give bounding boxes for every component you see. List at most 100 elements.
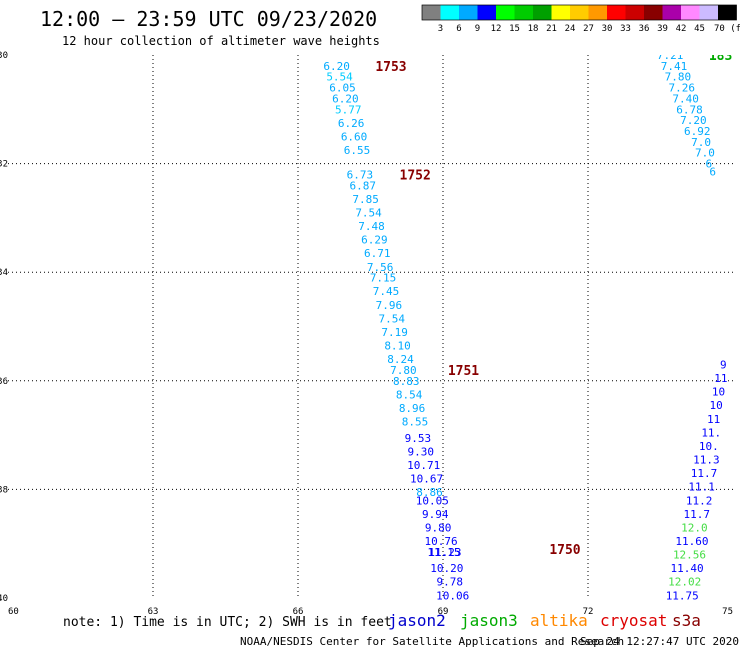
wave-height-value: 7.54 bbox=[355, 206, 382, 219]
wave-height-value: 6.60 bbox=[341, 130, 368, 143]
colorbar-swatch bbox=[496, 5, 515, 20]
satellite-legend-entry: cryosat bbox=[600, 611, 667, 630]
colorbar-swatch bbox=[662, 5, 681, 20]
wave-height-value: 12.0 bbox=[681, 521, 708, 534]
colorbar-label: 21 bbox=[546, 24, 557, 34]
wave-height-value: 11.7 bbox=[684, 508, 711, 521]
wave-height-value: 6.55 bbox=[344, 144, 371, 157]
wave-height-value: 7.0 bbox=[691, 136, 711, 149]
wave-height-value: 8.83 bbox=[393, 375, 420, 388]
wave-height-value: 9.94 bbox=[422, 508, 449, 521]
colorbar-swatch bbox=[551, 5, 570, 20]
wave-height-value: 7.80 bbox=[390, 364, 417, 377]
wave-height-value: 10.20 bbox=[430, 562, 463, 575]
y-tick-label: -38 bbox=[0, 485, 8, 495]
axis-ticks: -30-32-34-36-38-40606366697275 bbox=[0, 51, 733, 617]
satellite-legend: jason2 jason3 altika cryosat s3a bbox=[388, 611, 701, 630]
wave-height-value: 6.73 bbox=[347, 168, 374, 181]
wave-height-value: 6.05 bbox=[329, 82, 356, 95]
wave-height-value: 7.45 bbox=[373, 285, 400, 298]
colorbar-label: 70 (ft) bbox=[714, 24, 740, 34]
wave-height-value: 11.60 bbox=[675, 535, 708, 548]
footer-note: note: 1) Time is in UTC; 2) SWH is in fe… bbox=[63, 615, 392, 630]
y-tick-label: -36 bbox=[0, 377, 8, 387]
data-points: 6.205.546.056.205.776.266.606.556.736.87… bbox=[323, 55, 727, 600]
wave-height-value: 12.02 bbox=[668, 576, 701, 589]
wave-height-value: 7.48 bbox=[358, 220, 385, 233]
wave-height-value: 6.20 bbox=[323, 60, 350, 73]
colorbar-swatch bbox=[422, 5, 441, 20]
wave-height-value: 10.67 bbox=[410, 473, 443, 486]
satellite-legend-entry: jason3 bbox=[460, 611, 518, 630]
wave-height-value: 11. bbox=[701, 426, 721, 439]
wave-height-value: 11.7 bbox=[691, 467, 718, 480]
wave-height-value: 10. bbox=[699, 440, 719, 453]
wave-height-value: 11 bbox=[707, 413, 720, 426]
wave-height-value: 5.77 bbox=[335, 103, 362, 116]
chart-title: 12:00 – 23:59 UTC 09/23/2020 bbox=[40, 7, 377, 31]
pass-time-label: 1751 bbox=[448, 364, 479, 379]
wave-height-value: 7.40 bbox=[672, 92, 699, 105]
x-tick-label: 63 bbox=[148, 607, 159, 617]
colorbar-label: 36 bbox=[639, 24, 650, 34]
wave-height-value: 11.40 bbox=[671, 562, 704, 575]
colorbar-label: 9 bbox=[475, 24, 480, 34]
time-labels: 1753 1752 1751 1750 183 bbox=[375, 55, 732, 558]
satellite-legend-entry: s3a bbox=[672, 611, 701, 630]
colorbar-swatch bbox=[588, 5, 607, 20]
wave-height-value: 7.54 bbox=[379, 312, 406, 325]
wave-height-value: 7.15 bbox=[370, 272, 397, 285]
colorbar-swatch bbox=[514, 5, 533, 20]
colorbar-label: 3 bbox=[438, 24, 443, 34]
wave-height-value: 8.24 bbox=[387, 353, 414, 366]
satellite-legend-entry: altika bbox=[530, 611, 588, 630]
wave-height-value: 8.10 bbox=[384, 340, 411, 353]
colorbar-swatch bbox=[570, 5, 589, 20]
wave-height-value: 6 bbox=[709, 166, 716, 179]
colorbar-swatch bbox=[644, 5, 663, 20]
colorbar-swatch bbox=[607, 5, 626, 20]
x-tick-label: 75 bbox=[722, 607, 733, 617]
wave-height-value: 7.56 bbox=[367, 261, 394, 274]
wave-height-value: 8.54 bbox=[396, 388, 423, 401]
wave-height-value: 9.53 bbox=[405, 432, 432, 445]
wave-height-value: 7.0 bbox=[695, 147, 715, 160]
colorbar-swatch bbox=[718, 5, 737, 20]
footer-credit: NOAA/NESDIS Center for Satellite Applica… bbox=[240, 635, 624, 648]
colorbar-label: 33 bbox=[620, 24, 631, 34]
colorbar-label: 27 bbox=[583, 24, 594, 34]
colorbar-swatch bbox=[699, 5, 718, 20]
colorbar-swatch bbox=[533, 5, 552, 20]
y-tick-label: -32 bbox=[0, 160, 8, 170]
colorbar-label: 6 bbox=[456, 24, 461, 34]
x-tick-label: 72 bbox=[583, 607, 594, 617]
colorbar-swatch bbox=[440, 5, 459, 20]
colorbar-swatch bbox=[681, 5, 700, 20]
pass-time-label: 1752 bbox=[400, 168, 431, 183]
wave-height-value: 12.56 bbox=[673, 549, 706, 562]
wave-height-value: 11.23 bbox=[428, 546, 461, 559]
colorbar-swatch bbox=[625, 5, 644, 20]
grid bbox=[8, 55, 733, 598]
wave-height-value: 5.54 bbox=[326, 71, 353, 84]
wave-height-value: 6 bbox=[706, 158, 713, 171]
x-tick-label: 69 bbox=[438, 607, 449, 617]
wave-height-value: 6.87 bbox=[350, 179, 377, 192]
colorbar-label: 45 bbox=[694, 24, 705, 34]
wave-height-value: 7.20 bbox=[680, 114, 707, 127]
x-tick-label: 60 bbox=[8, 607, 19, 617]
colorbar-label: 18 bbox=[528, 24, 539, 34]
wave-height-value: 6.26 bbox=[338, 117, 365, 130]
colorbar-label: 30 bbox=[602, 24, 613, 34]
wave-height-value: 7.41 bbox=[661, 60, 688, 73]
wave-height-value: 10.76 bbox=[425, 535, 458, 548]
pass-time-label: 1750 bbox=[549, 543, 580, 558]
wave-height-value: 8.96 bbox=[399, 402, 426, 415]
colorbar-label: 24 bbox=[565, 24, 576, 34]
wave-height-value: 7.80 bbox=[665, 71, 692, 84]
wave-height-value: 6.29 bbox=[361, 234, 388, 247]
wave-height-value: 10.71 bbox=[407, 459, 440, 472]
x-tick-label: 66 bbox=[293, 607, 304, 617]
wave-height-value: 9.78 bbox=[437, 576, 464, 589]
